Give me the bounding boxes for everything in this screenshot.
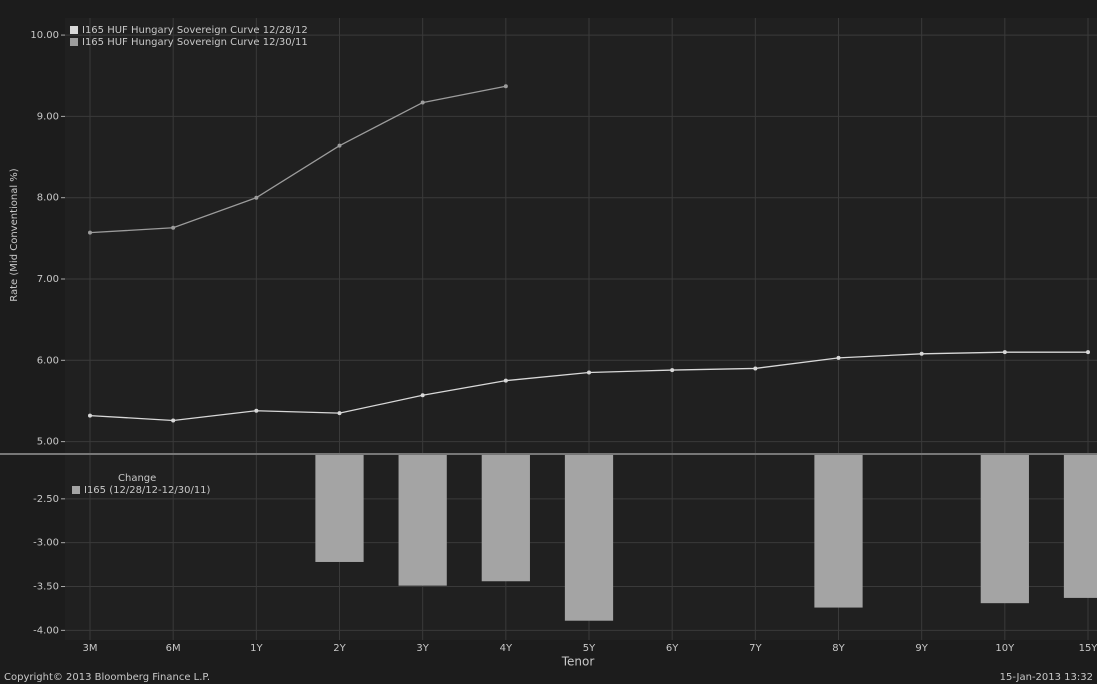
legend-label: I165 HUF Hungary Sovereign Curve 12/30/1… — [82, 37, 308, 48]
y-tick-label: 10.00 — [30, 30, 59, 41]
y-tick-label: -3.50 — [33, 582, 59, 593]
point — [254, 408, 259, 413]
bar — [980, 455, 1029, 604]
x-tick-label: 5Y — [583, 643, 596, 654]
legend-swatch — [70, 26, 78, 34]
x-tick-label: 6Y — [666, 643, 679, 654]
point — [420, 100, 425, 105]
point — [1002, 350, 1007, 355]
point — [753, 366, 758, 371]
bar — [315, 455, 364, 562]
line-series — [89, 85, 506, 234]
point — [171, 418, 176, 423]
legend-swatch — [72, 486, 80, 494]
y-axis-label: Rate (Mid Conventional %) — [9, 168, 20, 302]
point — [503, 84, 508, 89]
x-tick-label: 8Y — [832, 643, 845, 654]
point — [670, 368, 675, 373]
point — [420, 393, 425, 398]
bar — [564, 455, 614, 621]
y-tick-label: 8.00 — [37, 193, 59, 204]
y-tick-label: 6.00 — [37, 355, 59, 366]
bar — [398, 455, 447, 586]
legend-label: I165 HUF Hungary Sovereign Curve 12/28/1… — [82, 25, 308, 36]
point — [337, 143, 342, 148]
x-tick-label: 1Y — [250, 643, 263, 654]
x-axis-label: Tenor — [561, 655, 595, 669]
bar — [814, 455, 863, 608]
legend-title: Change — [118, 473, 156, 484]
x-tick-label: 7Y — [749, 643, 762, 654]
x-tick-label: 15Y — [1079, 643, 1097, 654]
copyright: Copyright© 2013 Bloomberg Finance L.P. — [4, 672, 210, 683]
point — [587, 370, 591, 375]
point — [88, 230, 92, 235]
y-tick-label: 9.00 — [37, 111, 59, 122]
point — [254, 195, 259, 200]
point — [88, 413, 92, 418]
legend-label: I165 (12/28/12-12/30/11) — [84, 485, 211, 496]
y-tick-label: -4.00 — [33, 625, 59, 636]
x-tick-label: 6M — [166, 643, 181, 654]
x-tick-label: 2Y — [333, 643, 346, 654]
y-tick-label: 7.00 — [37, 274, 59, 285]
point — [1086, 350, 1090, 355]
y-tick-label: 5.00 — [37, 437, 59, 448]
x-tick-label: 4Y — [500, 643, 513, 654]
point — [171, 225, 176, 230]
legend-swatch — [70, 38, 78, 46]
y-tick-label: -3.00 — [33, 538, 59, 549]
timestamp: 15-Jan-2013 13:32 — [1000, 672, 1093, 683]
x-tick-label: 3Y — [416, 643, 429, 654]
x-tick-label: 10Y — [995, 643, 1015, 654]
top-panel — [65, 18, 1097, 453]
point — [337, 411, 342, 416]
y-tick-label: -2.50 — [33, 494, 59, 505]
point — [503, 378, 508, 383]
bar — [481, 455, 530, 582]
x-tick-label: 9Y — [915, 643, 928, 654]
point — [919, 351, 924, 356]
x-tick-label: 3M — [83, 643, 98, 654]
bar — [1063, 455, 1097, 598]
point — [836, 355, 841, 360]
